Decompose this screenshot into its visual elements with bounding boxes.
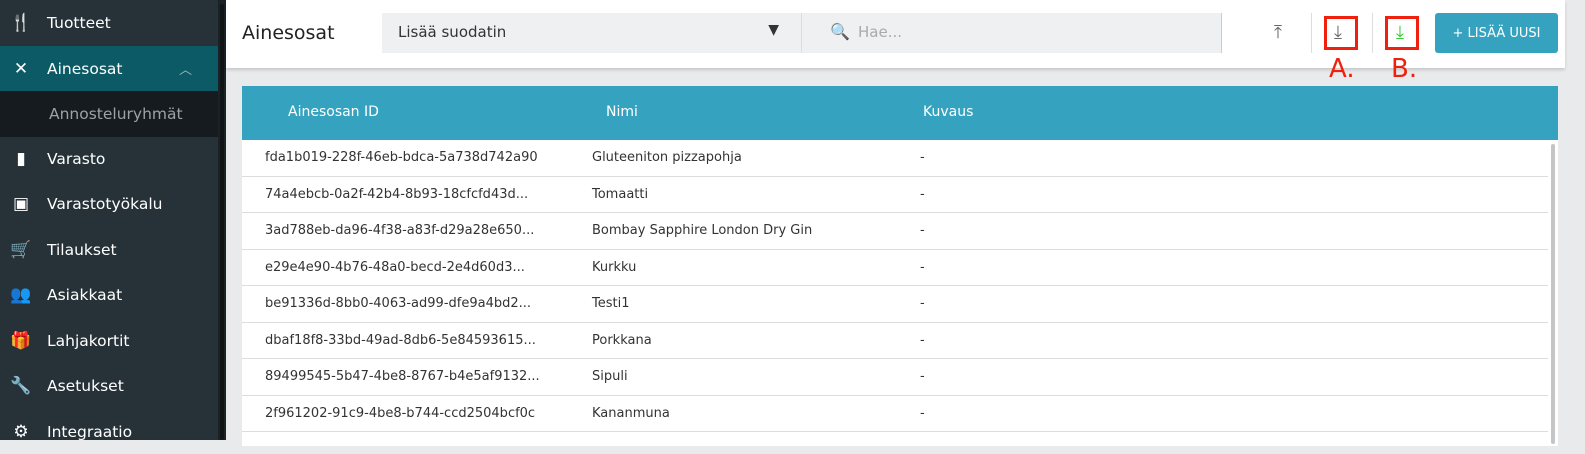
cell-id: e29e4e90-4b76-48a0-becd-2e4d60d3... xyxy=(265,259,525,275)
cell-name: Tomaatti xyxy=(592,186,649,202)
cell-id: 74a4ebcb-0a2f-42b4-8b93-18cfcfd43d... xyxy=(265,186,529,202)
annotation-a: A. xyxy=(1329,54,1355,84)
cell-name: Sipuli xyxy=(592,369,628,384)
sidebar-item-label: Integraatio xyxy=(47,422,133,441)
cell-description: - xyxy=(920,259,925,275)
table-scrollbar[interactable] xyxy=(1551,144,1555,444)
cell-description: - xyxy=(920,405,925,421)
cell-id: 3ad788eb-da96-4f38-a83f-d29a28e650... xyxy=(265,223,535,238)
cell-id: fda1b019-228f-46eb-bdca-5a738d742a90 xyxy=(265,150,538,165)
sidebar-item-tilaukset[interactable]: 🛒 Tilaukset xyxy=(0,227,218,272)
sidebar-item-asiakkaat[interactable]: 👥 Asiakkaat xyxy=(0,272,218,317)
sidebar-item-annosteluryhmat[interactable]: Annosteluryhmät xyxy=(0,91,218,137)
add-new-button[interactable]: + LISÄÄ UUSI xyxy=(1435,13,1558,53)
cell-name: Gluteeniton pizzapohja xyxy=(592,150,742,165)
upload-icon[interactable]: ⤒ xyxy=(1274,22,1282,43)
sidebar-item-lahjakortit[interactable]: 🎁 Lahjakortit xyxy=(0,318,218,363)
column-header-id[interactable]: Ainesosan ID xyxy=(288,104,379,120)
sidebar-item-label: Varastotyökalu xyxy=(47,194,163,213)
integration-icon: ⚙ xyxy=(13,421,29,442)
chart-box-icon: ▣ xyxy=(12,193,30,214)
cell-description: - xyxy=(920,186,925,202)
add-filter-dropdown[interactable]: Lisää suodatin ▼ xyxy=(382,13,802,53)
sidebar-item-label: Varasto xyxy=(47,149,106,168)
cell-description: - xyxy=(920,369,925,384)
highlight-box-a xyxy=(1324,16,1358,50)
ingredients-table: Ainesosan ID Nimi Kuvaus fda1b019-228f-4… xyxy=(242,86,1558,446)
cell-description: - xyxy=(920,296,925,311)
cell-description: - xyxy=(920,150,925,165)
sidebar-item-tuotteet[interactable]: 🍴 Tuotteet xyxy=(0,0,218,45)
table-header: Ainesosan ID Nimi Kuvaus xyxy=(242,86,1558,140)
header: Ainesosat Lisää suodatin ▼ 🔍 ⤒ ⤓ ⤓ + LISÄ… xyxy=(226,0,1565,68)
cell-id: be91336d-8bb0-4063-ad99-dfe9a4bd2... xyxy=(265,296,532,311)
cell-description: - xyxy=(920,332,925,348)
sidebar-item-label: Asiakkaat xyxy=(47,285,123,304)
filter-label: Lisää suodatin xyxy=(398,23,507,41)
table-row[interactable]: e29e4e90-4b76-48a0-becd-2e4d60d3... Kurkk… xyxy=(242,250,1548,286)
table-row[interactable]: 89499545-5b47-4be8-8767-b4e5af9132... Sip… xyxy=(242,359,1548,396)
column-header-description[interactable]: Kuvaus xyxy=(923,104,974,120)
sidebar-item-varasto[interactable]: ▮ Varasto xyxy=(0,136,218,181)
chevron-down-icon: ▼ xyxy=(768,22,779,38)
sidebar-item-integraatio[interactable]: ⚙ Integraatio xyxy=(0,409,218,454)
sidebar-item-label: Tilaukset xyxy=(47,240,117,259)
cell-id: 89499545-5b47-4be8-8767-b4e5af9132... xyxy=(265,369,540,384)
table-row[interactable]: 3ad788eb-da96-4f38-a83f-d29a28e650... Bom… xyxy=(242,213,1548,250)
highlight-box-b xyxy=(1385,16,1419,50)
cell-name: Kananmuna xyxy=(592,405,670,421)
people-icon: 👥 xyxy=(10,284,32,305)
sidebar-item-label: Tuotteet xyxy=(47,13,111,32)
sidebar-item-varastotyokalu[interactable]: ▣ Varastotyökalu xyxy=(0,181,218,226)
table-row[interactable]: 74a4ebcb-0a2f-42b4-8b93-18cfcfd43d... Tom… xyxy=(242,177,1548,213)
gift-card-icon: 🎁 xyxy=(10,330,32,351)
sidebar-item-label: Asetukset xyxy=(47,376,124,395)
sidebar-item-label: Lahjakortit xyxy=(47,331,130,350)
cell-name: Testi1 xyxy=(592,296,630,311)
utensils-icon: 🍴 xyxy=(10,12,32,33)
spoon-knife-icon: ✕ xyxy=(13,58,29,79)
cell-name: Bombay Sapphire London Dry Gin xyxy=(592,223,813,238)
sidebar-item-label: Ainesosat xyxy=(47,59,123,78)
table-row[interactable]: be91336d-8bb0-4063-ad99-dfe9a4bd2... Test… xyxy=(242,286,1548,323)
search-input[interactable] xyxy=(858,23,1198,41)
annotation-b: B. xyxy=(1391,54,1418,84)
cell-name: Kurkku xyxy=(592,259,637,275)
sidebar-scrollbar[interactable] xyxy=(218,0,226,440)
wrench-icon: 🔧 xyxy=(10,375,32,396)
sidebar-item-label: Annosteluryhmät xyxy=(49,105,183,123)
cart-icon: 🛒 xyxy=(10,239,32,260)
bar-chart-icon: ▮ xyxy=(16,148,26,169)
cell-id: 2f961202-91c9-4be8-b744-ccd2504bcf0c xyxy=(265,405,536,421)
table-row[interactable]: 2f961202-91c9-4be8-b744-ccd2504bcf0c Kana… xyxy=(242,396,1548,432)
download-icon[interactable]: ⤓ xyxy=(1334,22,1342,43)
table-row[interactable]: fda1b019-228f-46eb-bdca-5a738d742a90 Glut… xyxy=(242,140,1548,177)
cell-description: - xyxy=(920,223,925,238)
cell-name: Porkkana xyxy=(592,332,652,348)
search-icon: 🔍 xyxy=(830,22,850,41)
sidebar-item-asetukset[interactable]: 🔧 Asetukset xyxy=(0,363,218,408)
sidebar: 🍴 Tuotteet ✕ Ainesosat ︿ Annosteluryhmät ▮ V… xyxy=(0,0,218,442)
search-box: 🔍 xyxy=(802,13,1222,53)
cell-id: dbaf18f8-33bd-49ad-8db6-5e84593615... xyxy=(265,332,536,348)
page-title: Ainesosat xyxy=(242,22,335,44)
column-header-name[interactable]: Nimi xyxy=(606,104,638,120)
download-green-icon[interactable]: ⤓ xyxy=(1396,22,1404,43)
table-row[interactable]: dbaf18f8-33bd-49ad-8db6-5e84593615... Por… xyxy=(242,323,1548,359)
chevron-up-icon: ︿ xyxy=(178,63,192,78)
sidebar-item-ainesosat[interactable]: ✕ Ainesosat ︿ xyxy=(0,46,218,91)
